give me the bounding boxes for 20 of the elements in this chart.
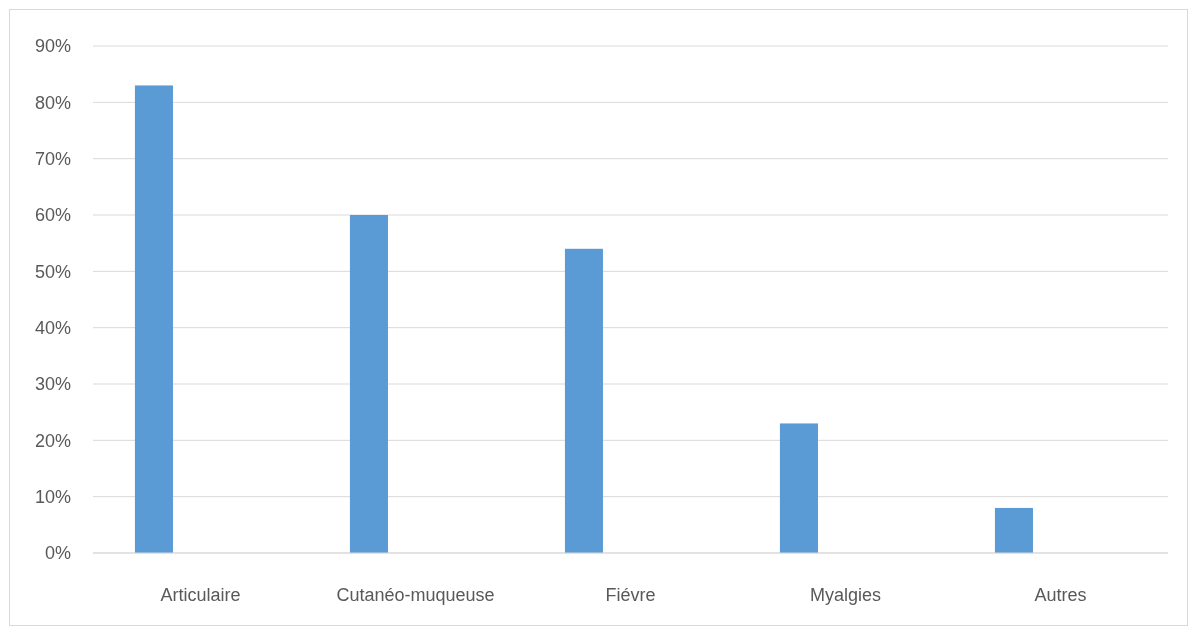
y-tick-label: 70% <box>34 148 71 169</box>
bar <box>349 215 388 553</box>
y-tick-label: 40% <box>34 317 71 338</box>
y-tick-label: 10% <box>34 486 71 507</box>
y-tick-label: 0% <box>44 543 71 564</box>
x-tick-label: Cutanéo-muqueuse <box>336 585 495 605</box>
y-tick-label: 20% <box>34 430 71 451</box>
y-tick-label: 50% <box>34 261 71 282</box>
y-tick-label: 80% <box>34 92 71 113</box>
bar <box>134 85 173 553</box>
x-tick-label: Myalgies <box>809 585 882 605</box>
y-tick-label: 60% <box>34 205 71 226</box>
bar <box>779 423 818 553</box>
x-tick-label: Fiévre <box>605 585 656 605</box>
bar <box>564 248 603 553</box>
y-tick-label: 90% <box>34 36 71 57</box>
y-tick-label: 30% <box>34 374 71 395</box>
x-tick-label: Articulaire <box>160 585 241 605</box>
bar <box>994 507 1033 553</box>
x-tick-label: Autres <box>1034 585 1087 605</box>
